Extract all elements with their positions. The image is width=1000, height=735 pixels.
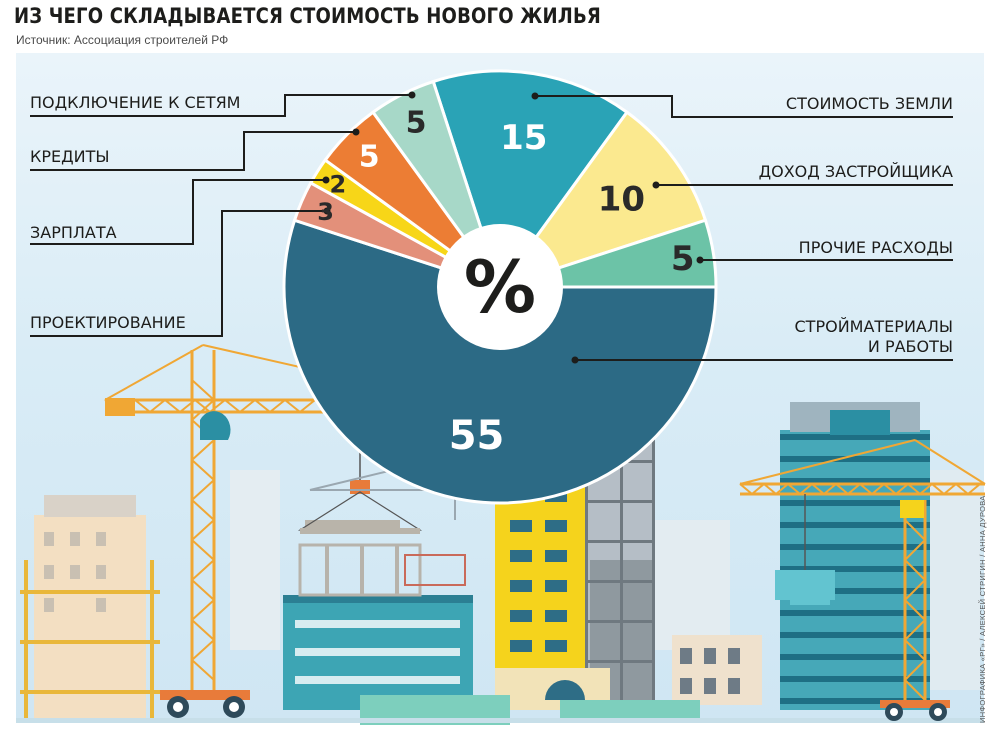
leader-dot-3 [696, 256, 704, 264]
pie-slice-1 [431, 69, 630, 291]
category-label-7: КРЕДИТЫ [30, 147, 109, 166]
leader-dot-7 [352, 128, 360, 136]
crane-load-glass [775, 570, 835, 600]
category-label-3: ПРОЧИЕ РАСХОДЫ [799, 238, 953, 257]
leader-dot-6 [322, 176, 330, 184]
category-label-4: СТРОЙМАТЕРИАЛЫ И РАБОТЫ [795, 317, 954, 356]
credit-line: ИНФОГРАФИКА «РГ» / АЛЕКСЕЙ СТРИГИН / АНН… [978, 495, 987, 723]
leader-dot-8 [408, 91, 416, 99]
slice-value-label-6: 2 [330, 171, 347, 199]
pie-slice-4 [282, 218, 718, 505]
beige-building [20, 495, 160, 720]
pie-center-circle [437, 224, 563, 350]
pie-slice-2 [496, 110, 708, 290]
leader-line-6 [30, 179, 326, 245]
leader-dot-4 [571, 356, 579, 364]
slice-value-label-5: 3 [317, 198, 334, 226]
fence-right [560, 700, 700, 723]
slice-value-label-2: 10 [598, 180, 645, 220]
center-percent-symbol: % [464, 245, 536, 329]
crane-base-right [880, 700, 950, 721]
category-label-1: СТОИМОСТЬ ЗЕМЛИ [786, 94, 953, 113]
slice-value-label-4: 55 [449, 413, 505, 459]
leader-line-7 [30, 131, 356, 171]
category-label-2: ДОХОД ЗАСТРОЙЩИКА [759, 162, 953, 181]
leader-line-8 [30, 94, 412, 117]
crane-cabin [200, 411, 231, 440]
leader-dot-1 [531, 92, 539, 100]
chart-title: ИЗ ЧЕГО СКЛАДЫВАЕТСЯ СТОИМОСТЬ НОВОГО ЖИ… [14, 4, 601, 28]
teal-building-center [283, 520, 473, 710]
crane-right [739, 439, 986, 701]
slice-value-label-8: 5 [406, 106, 427, 141]
category-label-6: ЗАРПЛАТА [30, 223, 117, 242]
category-label-8: ПОДКЛЮЧЕНИЕ К СЕТЯМ [30, 93, 240, 112]
leader-line-1 [535, 95, 953, 118]
slice-value-label-7: 5 [359, 140, 380, 175]
leader-dot-2 [652, 181, 660, 189]
slice-value-label-1: 15 [500, 118, 547, 158]
crane-cabin-right [900, 500, 924, 518]
category-label-5: ПРОЕКТИРОВАНИЕ [30, 313, 186, 332]
chart-source: Источник: Ассоциация строителей РФ [16, 33, 229, 47]
leader-dot-5 [323, 207, 331, 215]
crane-base-left [160, 690, 250, 718]
crane-counterweight [105, 398, 135, 416]
slice-value-label-3: 5 [671, 239, 695, 279]
leader-line-5 [30, 210, 327, 337]
